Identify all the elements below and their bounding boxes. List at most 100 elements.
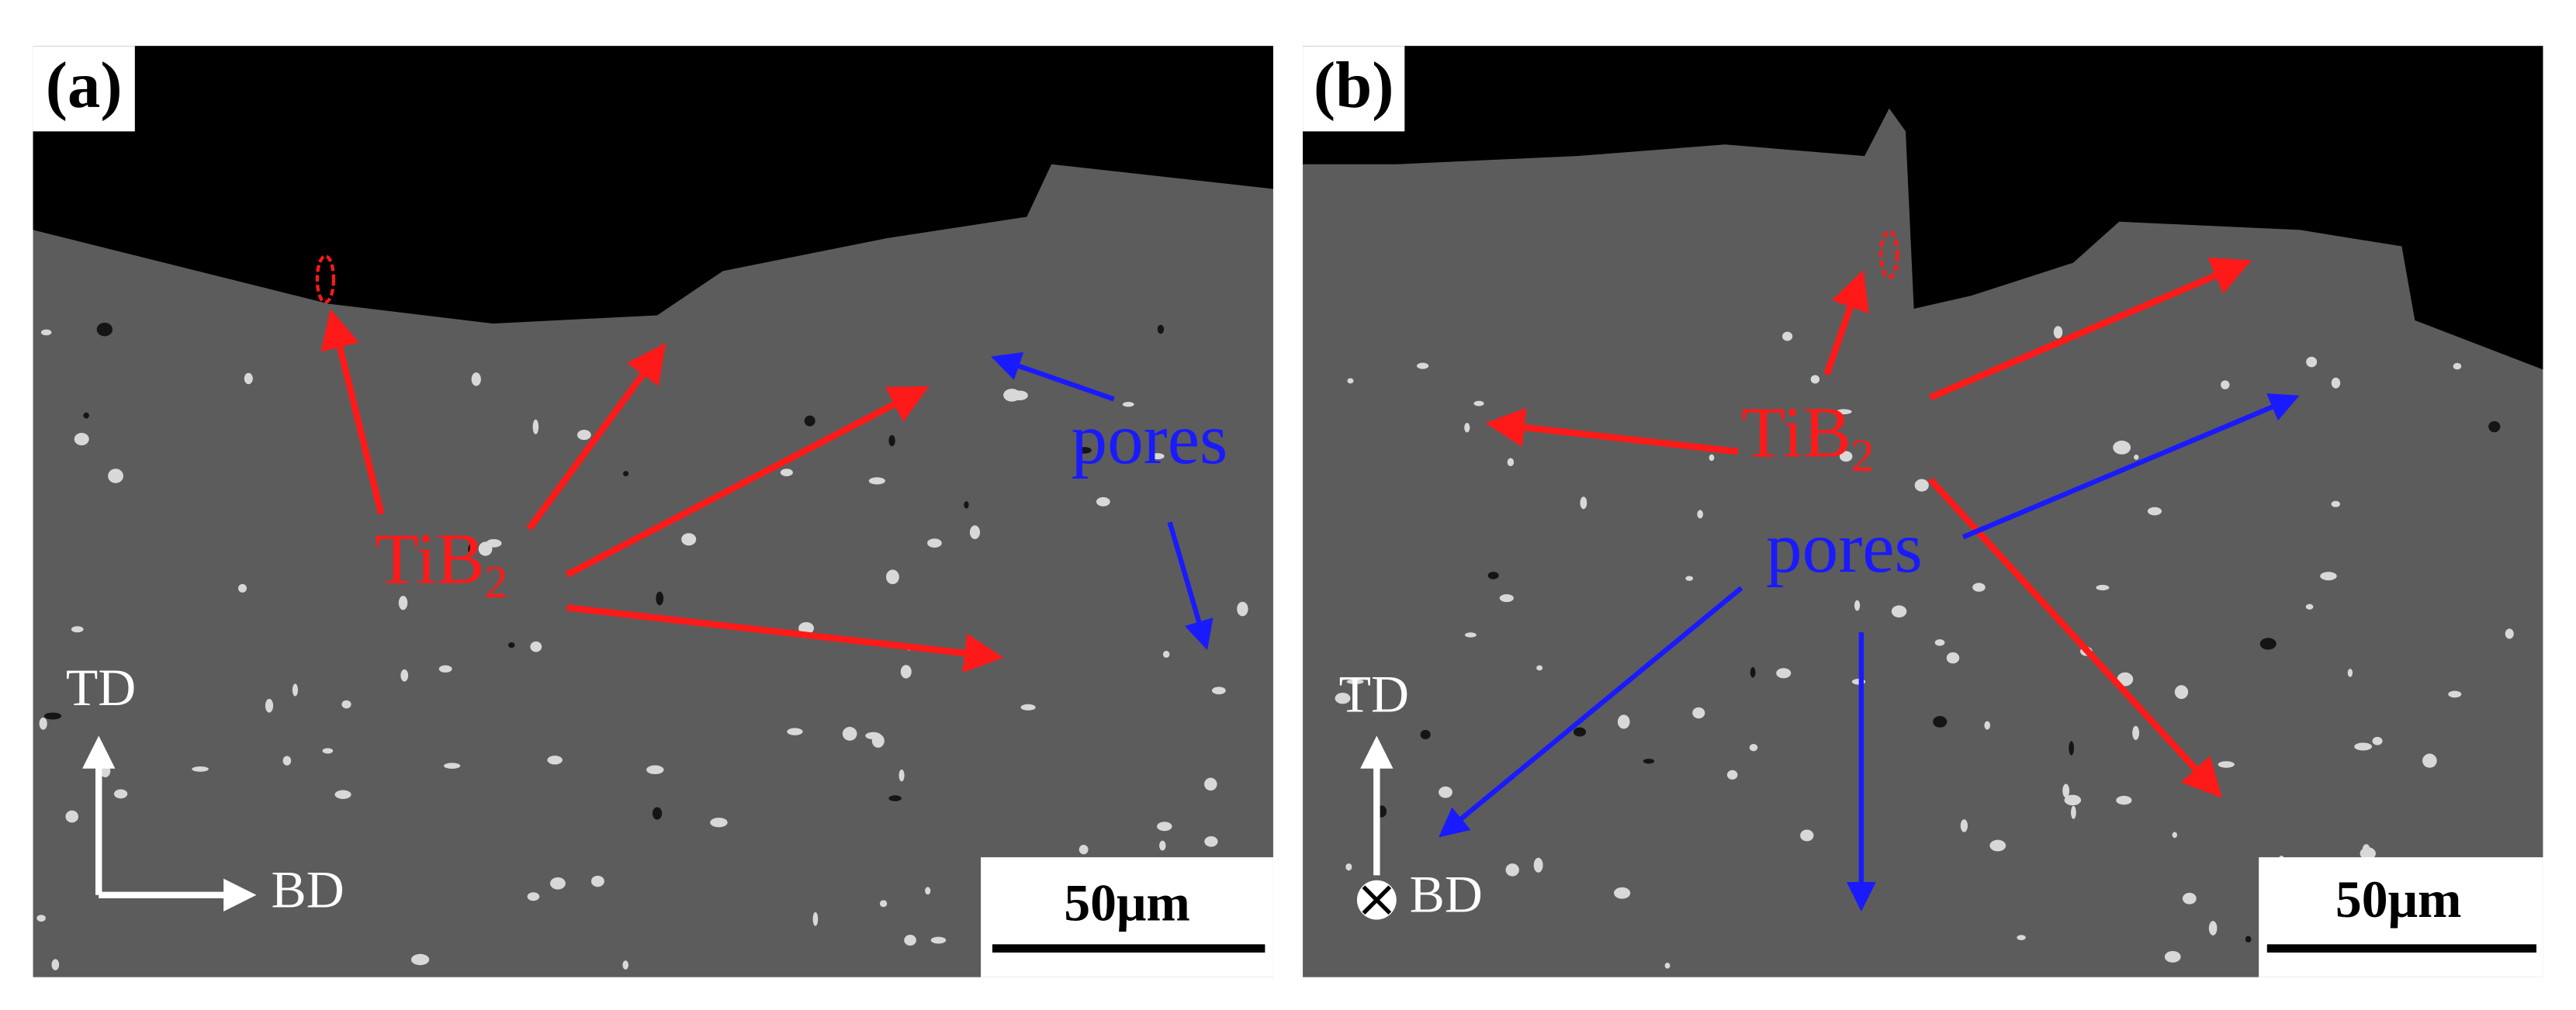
arrow — [565, 386, 930, 578]
background-region — [33, 46, 1273, 324]
particle — [1162, 650, 1170, 658]
particle — [2116, 795, 2132, 805]
particle — [2164, 950, 2181, 963]
particle — [2245, 936, 2252, 943]
particle — [798, 621, 815, 635]
particle — [1933, 716, 1948, 728]
phase-label: TiB2 — [375, 520, 507, 607]
particle — [282, 756, 292, 766]
particle — [1507, 458, 1515, 467]
particle — [900, 665, 912, 679]
particle — [1464, 423, 1470, 433]
phase-label: TiB2 — [1741, 393, 1874, 481]
particle — [1989, 839, 2006, 852]
particles — [1335, 326, 2514, 969]
particle — [2208, 921, 2218, 936]
particle — [113, 789, 128, 799]
arrow — [1439, 586, 1743, 838]
particle — [888, 434, 895, 447]
particle — [1617, 714, 1630, 729]
particle — [898, 770, 905, 782]
particle — [1836, 409, 1852, 415]
particle — [1420, 729, 1431, 740]
particle — [108, 469, 123, 483]
particle — [438, 665, 452, 673]
panel-label: (b) — [1314, 50, 1394, 122]
td-label: TD — [66, 659, 136, 717]
highlight — [1879, 230, 1899, 279]
particle — [2372, 736, 2383, 745]
particle — [468, 543, 476, 555]
particle — [590, 875, 604, 887]
particle — [1934, 639, 1945, 646]
particle — [2331, 377, 2341, 389]
particle — [930, 936, 947, 944]
particle — [2347, 669, 2353, 677]
particle — [2062, 783, 2070, 798]
arrow — [526, 343, 667, 531]
particle — [1345, 863, 1352, 871]
particle — [804, 415, 815, 427]
particle — [1096, 496, 1110, 507]
particle — [1536, 665, 1543, 671]
particle — [244, 372, 253, 385]
particle — [2113, 441, 2131, 455]
scale-bar-label: 50μm — [1064, 873, 1190, 932]
particle — [2069, 741, 2075, 756]
particle — [969, 525, 981, 540]
particle — [65, 810, 78, 823]
particle — [83, 412, 89, 419]
particle — [1914, 479, 1929, 492]
particle — [471, 372, 481, 386]
particle — [74, 433, 89, 446]
particle — [1077, 447, 1092, 454]
particle — [1580, 496, 1587, 510]
particle — [410, 953, 430, 966]
arrow — [1929, 257, 2252, 401]
particle — [1749, 744, 1758, 752]
particle — [550, 877, 566, 890]
particle — [925, 887, 931, 895]
particle — [292, 683, 299, 697]
particle — [1204, 836, 1218, 847]
particle — [2221, 380, 2230, 389]
particle — [530, 641, 542, 652]
particle — [812, 911, 819, 926]
particle — [322, 748, 334, 754]
particle — [1211, 687, 1226, 695]
particle — [888, 795, 902, 801]
particle — [1839, 451, 1853, 462]
pores-label: pores — [1072, 400, 1228, 479]
particle — [2053, 326, 2063, 339]
particle — [2064, 794, 2082, 806]
particle — [1122, 402, 1134, 407]
arrow — [566, 604, 1004, 673]
particle — [2505, 628, 2514, 639]
particle — [71, 626, 84, 633]
label-box — [33, 46, 135, 132]
particle — [1159, 840, 1166, 851]
particle — [1709, 454, 1715, 462]
particle — [2320, 572, 2337, 581]
panel-a: (a) TiB2 pores TD BD 50μm — [33, 46, 1273, 977]
particle — [1347, 378, 1354, 384]
particle — [1487, 571, 1499, 579]
particle — [2172, 832, 2177, 839]
particle — [1946, 652, 1960, 664]
particle — [681, 533, 697, 546]
particle — [1891, 605, 1907, 618]
particle — [334, 790, 351, 799]
particle — [904, 935, 916, 946]
particle — [1499, 593, 1514, 603]
particle — [1984, 721, 1991, 730]
particle — [2306, 356, 2318, 368]
panel-b: (b) TiB2 pores TD BD 50μm — [1303, 46, 2543, 977]
particle — [40, 329, 52, 336]
td-label: TD — [1339, 665, 1409, 723]
particle — [1697, 510, 1703, 519]
particle — [622, 960, 628, 970]
particle — [787, 728, 803, 735]
particle — [2362, 844, 2370, 855]
